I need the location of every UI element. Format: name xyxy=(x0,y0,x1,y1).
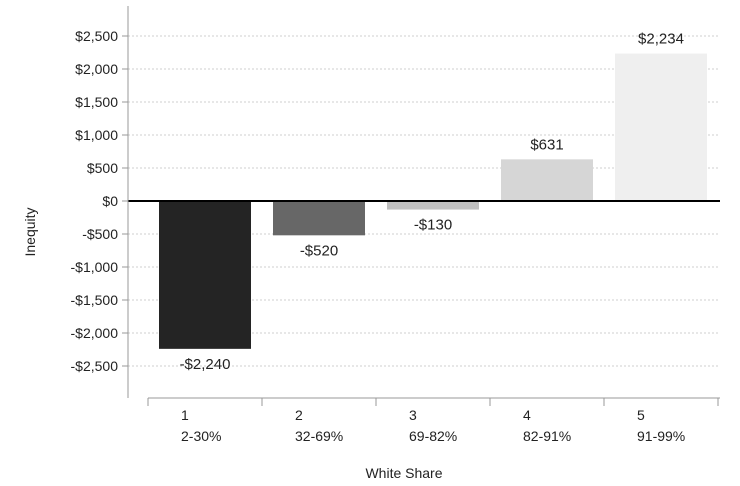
x-tick-range: 32-69% xyxy=(295,428,343,444)
x-tick-index: 1 xyxy=(181,407,189,423)
x-tick-range: 2-30% xyxy=(181,428,221,444)
y-tick-label: $1,000 xyxy=(75,127,118,143)
bar-5 xyxy=(615,53,707,201)
y-tick-label: $500 xyxy=(87,160,118,176)
y-tick-label: -$2,500 xyxy=(71,358,119,374)
bar-2 xyxy=(273,201,365,236)
x-tick-range: 69-82% xyxy=(409,428,457,444)
bar-1 xyxy=(159,201,251,349)
x-axis-ticks: 1 2-30% 2 32-69% 3 69-82% 4 82-91% 5 91-99% xyxy=(147,398,719,444)
x-tick-index: 3 xyxy=(409,407,417,423)
y-tick-label: -$500 xyxy=(82,226,118,242)
x-tick-range: 91-99% xyxy=(637,428,685,444)
y-tick-label: $2,500 xyxy=(75,28,118,44)
data-label-3: -$130 xyxy=(414,217,452,234)
bar-4 xyxy=(501,159,593,201)
x-tick-index: 5 xyxy=(637,407,645,423)
y-axis-title: Inequity xyxy=(22,207,38,256)
y-tick-label: $1,500 xyxy=(75,94,118,110)
x-tick-range: 82-91% xyxy=(523,428,571,444)
y-tick-label: -$1,500 xyxy=(71,292,119,308)
data-label-1: -$2,240 xyxy=(180,356,231,373)
bars xyxy=(159,53,707,349)
data-label-5: $2,234 xyxy=(638,31,684,48)
y-axis-ticks: $2,500 $2,000 $1,500 $1,000 $500 $0 -$500 -$1,0… xyxy=(71,28,128,374)
x-tick-index: 2 xyxy=(295,407,303,423)
y-tick-label: -$2,000 xyxy=(71,325,119,341)
y-tick-label: -$1,000 xyxy=(71,259,119,275)
x-axis-title: White Share xyxy=(365,465,442,481)
y-tick-label: $2,000 xyxy=(75,61,118,77)
y-tick-label: $0 xyxy=(102,193,118,209)
bar-3 xyxy=(387,201,479,210)
data-label-4: $631 xyxy=(530,136,563,153)
data-labels: -$2,240 -$520 -$130 $631 $2,234 xyxy=(180,31,684,373)
x-tick-index: 4 xyxy=(523,407,531,423)
data-label-2: -$520 xyxy=(300,242,338,259)
